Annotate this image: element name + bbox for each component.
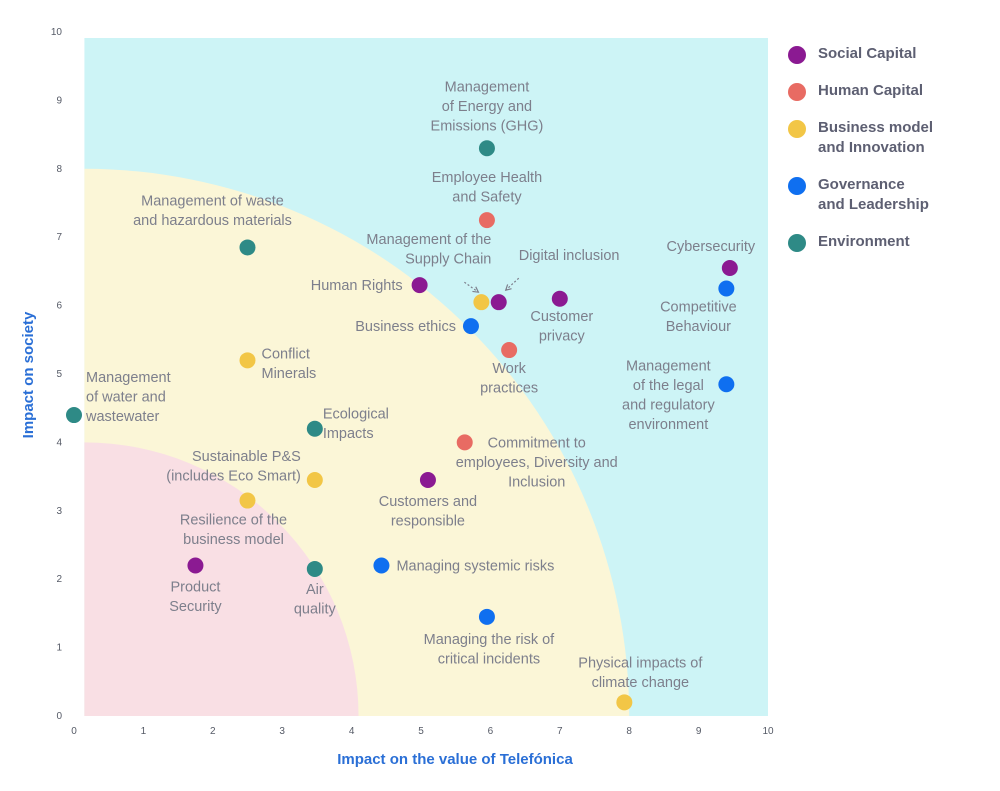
data-point-label: Management of the Supply Chain <box>366 232 491 268</box>
data-point <box>478 212 495 229</box>
data-point-label: Customer privacy <box>530 309 593 345</box>
data-point-label: Management of water and wastewater <box>85 370 171 425</box>
legend-item: Human Capital <box>788 81 993 101</box>
data-point-label: Digital inclusion <box>519 248 620 264</box>
legend-item: Business model and Innovation <box>788 118 993 158</box>
data-point-label: Customers and responsible <box>379 494 477 530</box>
data-point <box>306 420 323 437</box>
x-tick-label: 3 <box>279 726 285 737</box>
data-point <box>490 294 507 311</box>
legend-label: Environment <box>818 233 910 250</box>
legend-label: Social Capital <box>818 45 917 62</box>
data-point <box>718 376 735 393</box>
y-tick-label: 4 <box>56 437 62 448</box>
y-tick-label: 3 <box>56 506 62 517</box>
data-point <box>473 294 490 311</box>
data-point-label: Product Security <box>169 580 222 616</box>
data-point-label: Work practices <box>480 361 538 397</box>
data-point-label: Human Rights <box>311 278 403 294</box>
data-point <box>239 239 256 256</box>
x-axis-title: Impact on the value of Telefónica <box>337 751 573 768</box>
y-axis-title: Impact on society <box>20 311 37 438</box>
data-point-label: Management of waste and hazardous materia… <box>133 193 292 229</box>
data-point <box>462 318 479 335</box>
legend-label: Business model and Innovation <box>818 119 934 156</box>
legend-swatch <box>788 46 806 64</box>
data-point <box>187 557 204 574</box>
data-point-label: Business ethics <box>355 319 456 335</box>
legend: Social Capital Human Capital Business mode… <box>788 44 993 269</box>
data-point <box>306 560 323 577</box>
data-point-label: Managing systemic risks <box>396 559 554 575</box>
data-point-label: Ecological Impacts <box>323 407 389 443</box>
legend-item: Governance and Leadership <box>788 175 993 215</box>
data-point <box>66 407 82 424</box>
x-tick-label: 8 <box>626 726 632 737</box>
legend-swatch <box>788 234 806 252</box>
data-point-label: Resilience of the business model <box>180 513 287 549</box>
data-point <box>411 277 428 294</box>
x-tick-label: 10 <box>762 726 774 737</box>
callout-arrow-head <box>504 284 512 292</box>
zone-low <box>84 442 359 716</box>
data-point <box>456 434 473 451</box>
y-tick-label: 0 <box>56 711 62 722</box>
legend-swatch <box>788 177 806 195</box>
x-tick-label: 4 <box>349 726 355 737</box>
y-tick-label: 5 <box>56 369 62 380</box>
data-point <box>478 608 495 625</box>
data-point-label: Employee Health and Safety <box>432 170 542 206</box>
x-tick-label: 0 <box>71 726 77 737</box>
data-point-label: Management of Energy and Emissions (GHG) <box>431 79 544 134</box>
x-tick-label: 2 <box>210 726 216 737</box>
data-point <box>551 290 568 307</box>
callout-arrow-line <box>464 281 479 293</box>
x-tick-label: 6 <box>488 726 494 737</box>
y-tick-label: 7 <box>56 232 62 243</box>
legend-item: Social Capital <box>788 44 993 64</box>
legend-label: Human Capital <box>818 82 924 99</box>
data-point-label: Competitive Behaviour <box>660 300 737 336</box>
x-tick-label: 5 <box>418 726 424 737</box>
data-point <box>419 472 436 489</box>
y-tick-label: 2 <box>56 574 62 585</box>
y-tick-label: 8 <box>56 164 62 175</box>
data-point <box>373 557 390 574</box>
callout-arrow-line <box>505 277 520 291</box>
legend-swatch <box>788 83 806 101</box>
data-point <box>616 694 633 711</box>
x-tick-label: 9 <box>696 726 702 737</box>
data-point-label: Managing the risk of critical incidents <box>424 632 556 668</box>
legend-swatch <box>788 120 806 138</box>
data-point-label: Conflict Minerals <box>262 346 317 382</box>
y-tick-label: 1 <box>56 643 62 654</box>
data-point <box>306 472 323 489</box>
data-point-label: Management of the legal and regulatory envi… <box>622 358 715 433</box>
data-point <box>239 352 256 369</box>
data-point <box>721 259 738 276</box>
data-point-label: Cybersecurity <box>667 239 756 255</box>
callout-arrow-head <box>472 286 480 293</box>
x-tick-label: 7 <box>557 726 563 737</box>
data-point-label: Sustainable P&S (includes Eco Smart) <box>166 449 301 485</box>
data-point <box>718 280 735 297</box>
y-tick-label: 9 <box>56 95 62 106</box>
data-point <box>478 140 495 157</box>
legend-label: Governance and Leadership <box>818 176 929 213</box>
data-point-label: Physical impacts of climate change <box>578 655 703 691</box>
data-point <box>239 492 256 509</box>
y-tick-label: 6 <box>56 301 62 312</box>
data-point-label: Commitment to employees, Diversity and Inc… <box>456 435 618 490</box>
x-tick-label: 1 <box>141 726 147 737</box>
data-point <box>501 342 518 359</box>
legend-item: Environment <box>788 232 993 252</box>
y-tick-label: 10 <box>51 27 63 38</box>
data-point-label: Air quality <box>294 582 337 618</box>
